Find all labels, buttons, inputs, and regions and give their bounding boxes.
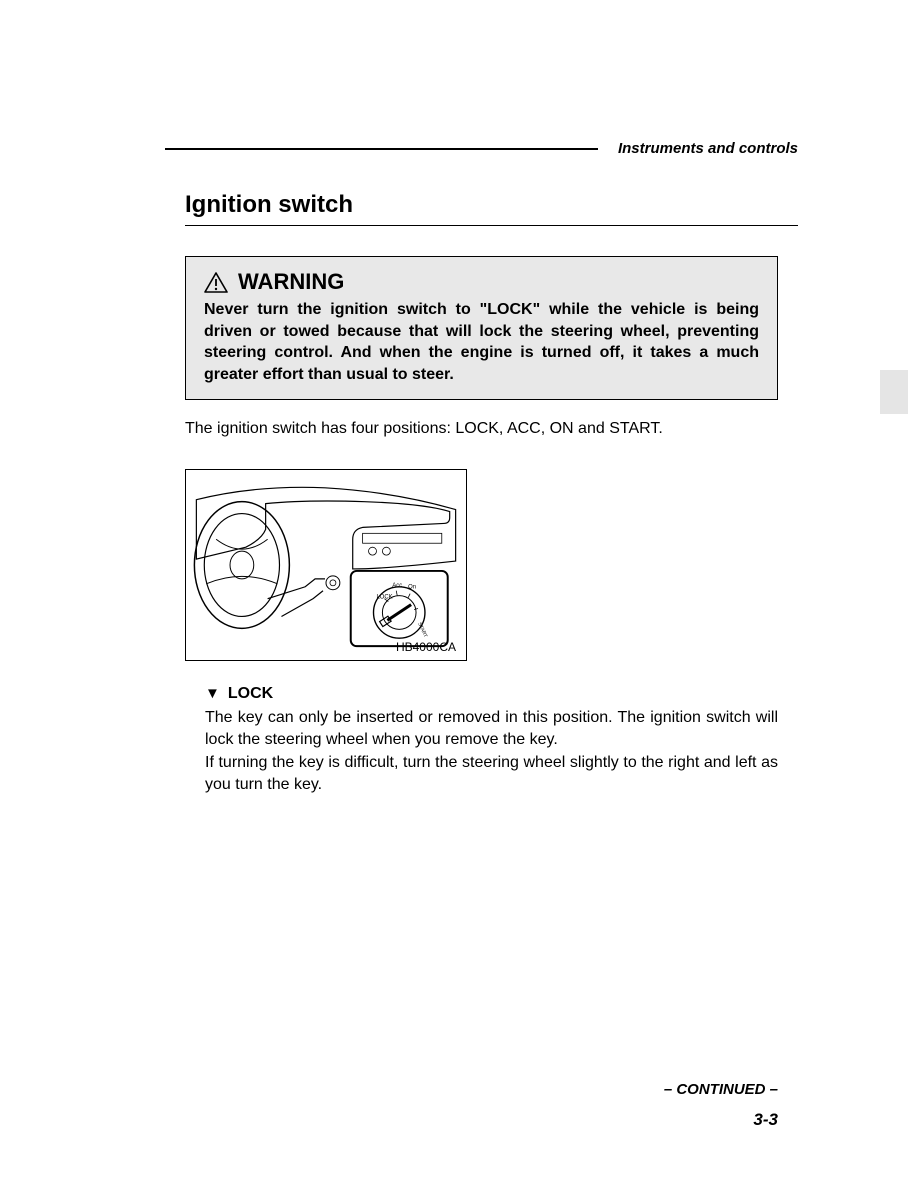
warning-header: WARNING: [204, 269, 759, 295]
page-footer: – CONTINUED – 3-3: [664, 1081, 778, 1130]
manual-page: Instruments and controls Ignition switch…: [0, 0, 908, 1200]
warning-title: WARNING: [238, 269, 344, 295]
continued-label: – CONTINUED –: [664, 1081, 778, 1098]
header-rule: [165, 148, 598, 150]
lock-subsection: ▼ LOCK The key can only be inserted or r…: [205, 685, 778, 797]
chapter-label: Instruments and controls: [598, 140, 798, 157]
ignition-figure: LOCK Acc On START HB4000CA: [185, 469, 467, 661]
subsection-paragraph-1: The key can only be inserted or removed …: [205, 707, 778, 752]
switch-label-lock: LOCK: [376, 594, 392, 600]
warning-icon: [204, 272, 228, 293]
intro-paragraph: The ignition switch has four positions: …: [185, 418, 778, 440]
warning-box: WARNING Never turn the ignition switch t…: [185, 256, 778, 400]
switch-label-on: On: [408, 585, 416, 591]
subsection-paragraph-2: If turning the key is difficult, turn th…: [205, 752, 778, 797]
figure-code: HB4000CA: [396, 640, 456, 654]
switch-label-acc: Acc: [392, 583, 402, 589]
subsection-heading: ▼ LOCK: [205, 685, 778, 703]
triangle-bullet-icon: ▼: [205, 686, 220, 701]
dashboard-illustration: LOCK Acc On START: [186, 470, 466, 660]
page-number: 3-3: [664, 1110, 778, 1130]
subsection-title: LOCK: [228, 685, 273, 703]
header-row: Instruments and controls: [165, 140, 798, 157]
warning-text: Never turn the ignition switch to "LOCK"…: [204, 299, 759, 385]
section-title: Ignition switch: [185, 191, 798, 226]
